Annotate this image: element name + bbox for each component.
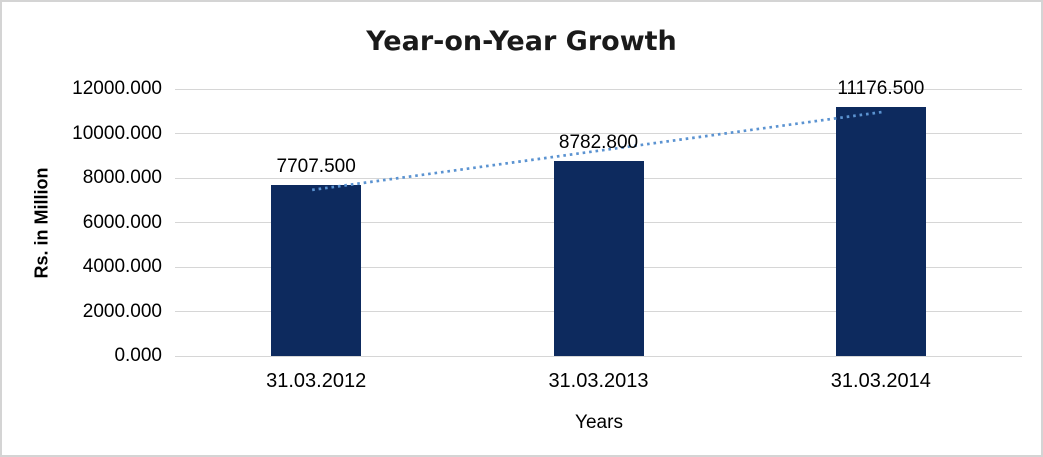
y-tick-label: 2000.000	[82, 300, 162, 322]
x-category-label: 31.03.2014	[830, 370, 931, 392]
bar	[553, 160, 644, 356]
y-tick-label: 12000.000	[72, 78, 162, 99]
y-tick-label: 8000.000	[82, 167, 162, 188]
y-tick-label: 10000.000	[72, 122, 162, 144]
bar	[835, 107, 926, 356]
chart-title: Year-on-Year Growth	[366, 26, 677, 57]
y-tick-label: 0.000	[114, 345, 162, 366]
bar-data-label: 7707.500	[276, 155, 356, 177]
gridline	[175, 88, 1022, 90]
gridline	[175, 355, 1022, 357]
y-tick-label: 6000.000	[82, 211, 162, 233]
bar-data-label: 8782.800	[558, 131, 639, 153]
bar-data-label: 11176.500	[837, 78, 925, 100]
y-tick-label: 4000.000	[82, 256, 162, 277]
x-axis-title: Years	[575, 412, 623, 433]
bar	[271, 184, 362, 356]
x-category-label: 31.03.2013	[548, 370, 649, 392]
x-category-label: 31.03.2012	[266, 370, 367, 392]
